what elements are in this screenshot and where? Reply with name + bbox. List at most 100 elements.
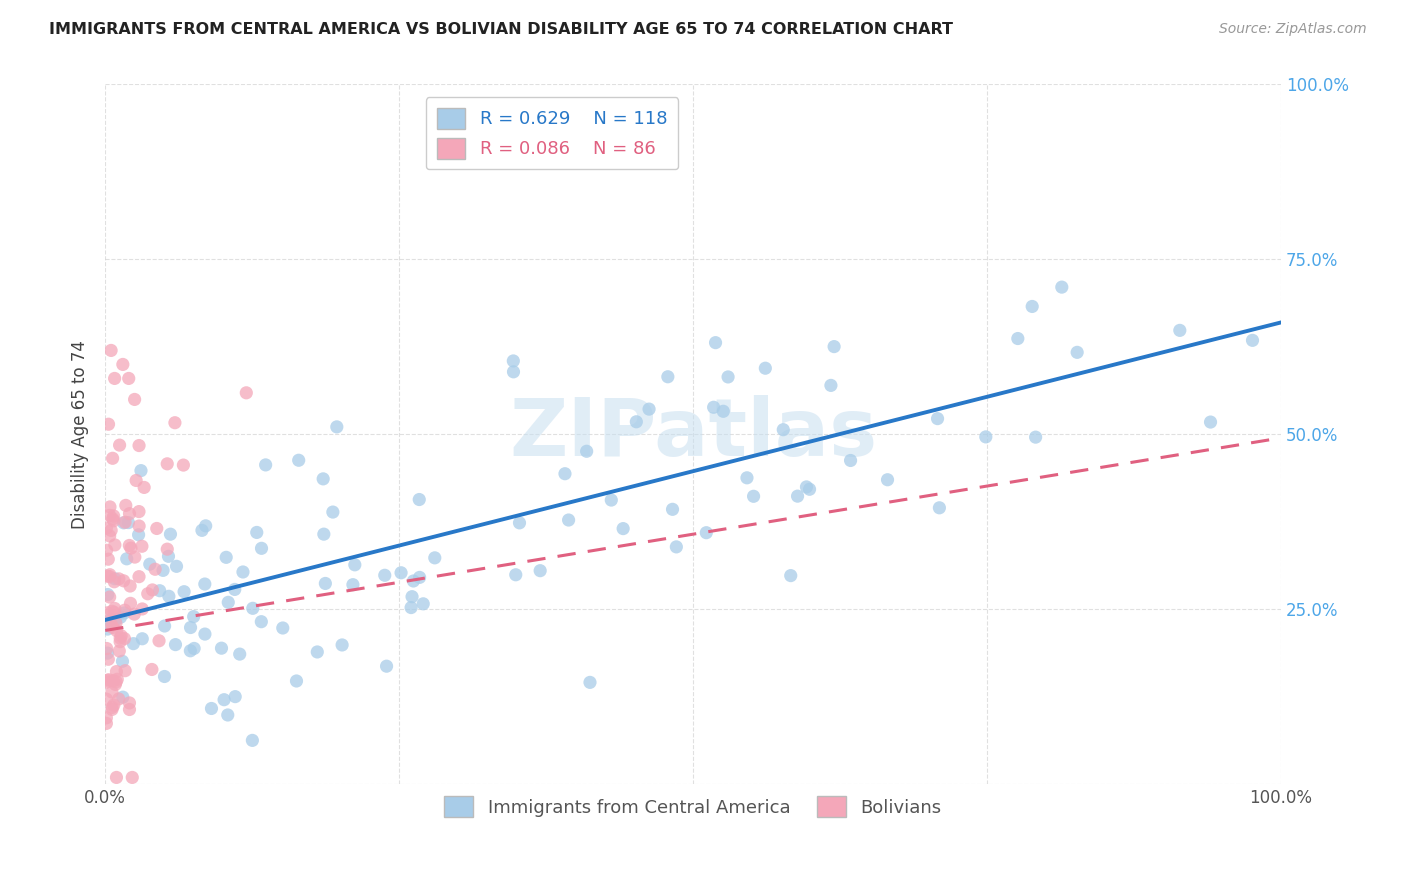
Point: [166, 559, 188, 574]
Point: [250, 615, 273, 629]
Point: [735, 471, 758, 485]
Point: [114, 632, 136, 646]
Point: [108, 438, 131, 452]
Point: [820, 378, 842, 392]
Point: [141, 663, 163, 677]
Point: [148, 633, 170, 648]
Point: [153, 669, 176, 683]
Point: [626, 415, 648, 429]
Point: [217, 708, 239, 723]
Point: [120, 579, 142, 593]
Point: [754, 361, 776, 376]
Point: [129, 464, 152, 478]
Point: [104, 601, 127, 615]
Point: [103, 574, 125, 589]
Point: [375, 659, 398, 673]
Point: [108, 572, 131, 586]
Point: [505, 567, 527, 582]
Point: [232, 565, 254, 579]
Point: [96, 711, 118, 725]
Point: [114, 515, 136, 529]
Point: [408, 570, 430, 584]
Point: [502, 365, 524, 379]
Point: [322, 505, 344, 519]
Point: [97, 652, 120, 666]
Point: [131, 602, 153, 616]
Point: [153, 619, 176, 633]
Point: [108, 631, 131, 645]
Text: IMMIGRANTS FROM CENTRAL AMERICA VS BOLIVIAN DISABILITY AGE 65 TO 74 CORRELATION : IMMIGRANTS FROM CENTRAL AMERICA VS BOLIV…: [49, 22, 953, 37]
Point: [103, 514, 125, 528]
Point: [159, 527, 181, 541]
Point: [98, 508, 121, 523]
Point: [117, 516, 139, 530]
Point: [163, 416, 186, 430]
Point: [928, 500, 950, 515]
Point: [254, 458, 277, 472]
Point: [529, 564, 551, 578]
Point: [114, 664, 136, 678]
Point: [118, 696, 141, 710]
Point: [600, 493, 623, 508]
Point: [125, 474, 148, 488]
Point: [128, 519, 150, 533]
Point: [200, 701, 222, 715]
Point: [330, 638, 353, 652]
Point: [98, 500, 121, 514]
Point: [839, 453, 862, 467]
Point: [101, 451, 124, 466]
Point: [124, 550, 146, 565]
Text: ZIPatlas: ZIPatlas: [509, 395, 877, 474]
Point: [194, 627, 217, 641]
Point: [122, 637, 145, 651]
Point: [118, 702, 141, 716]
Point: [98, 613, 121, 627]
Point: [96, 641, 118, 656]
Point: [108, 644, 131, 658]
Point: [779, 568, 801, 582]
Point: [120, 596, 142, 610]
Point: [97, 552, 120, 566]
Point: [1199, 415, 1222, 429]
Point: [575, 444, 598, 458]
Point: [661, 502, 683, 516]
Point: [157, 589, 180, 603]
Point: [557, 513, 579, 527]
Point: [343, 558, 366, 572]
Point: [183, 641, 205, 656]
Point: [695, 525, 717, 540]
Point: [131, 539, 153, 553]
Point: [136, 587, 159, 601]
Point: [742, 489, 765, 503]
Point: [246, 525, 269, 540]
Point: [796, 480, 818, 494]
Point: [772, 423, 794, 437]
Point: [554, 467, 576, 481]
Legend: Immigrants from Central America, Bolivians: Immigrants from Central America, Bolivia…: [437, 789, 949, 824]
Point: [111, 690, 134, 705]
Point: [579, 675, 602, 690]
Point: [402, 574, 425, 588]
Point: [1066, 345, 1088, 359]
Point: [98, 590, 121, 604]
Point: [105, 674, 128, 689]
Point: [799, 483, 821, 497]
Point: [97, 417, 120, 432]
Point: [704, 335, 727, 350]
Point: [112, 574, 135, 588]
Point: [423, 550, 446, 565]
Point: [98, 567, 121, 582]
Point: [312, 527, 335, 541]
Point: [112, 516, 135, 530]
Point: [212, 692, 235, 706]
Point: [408, 492, 430, 507]
Point: [107, 692, 129, 706]
Point: [194, 519, 217, 533]
Point: [104, 613, 127, 627]
Point: [1241, 334, 1264, 348]
Point: [103, 698, 125, 712]
Point: [100, 618, 122, 632]
Point: [104, 677, 127, 691]
Point: [96, 569, 118, 583]
Point: [105, 771, 128, 785]
